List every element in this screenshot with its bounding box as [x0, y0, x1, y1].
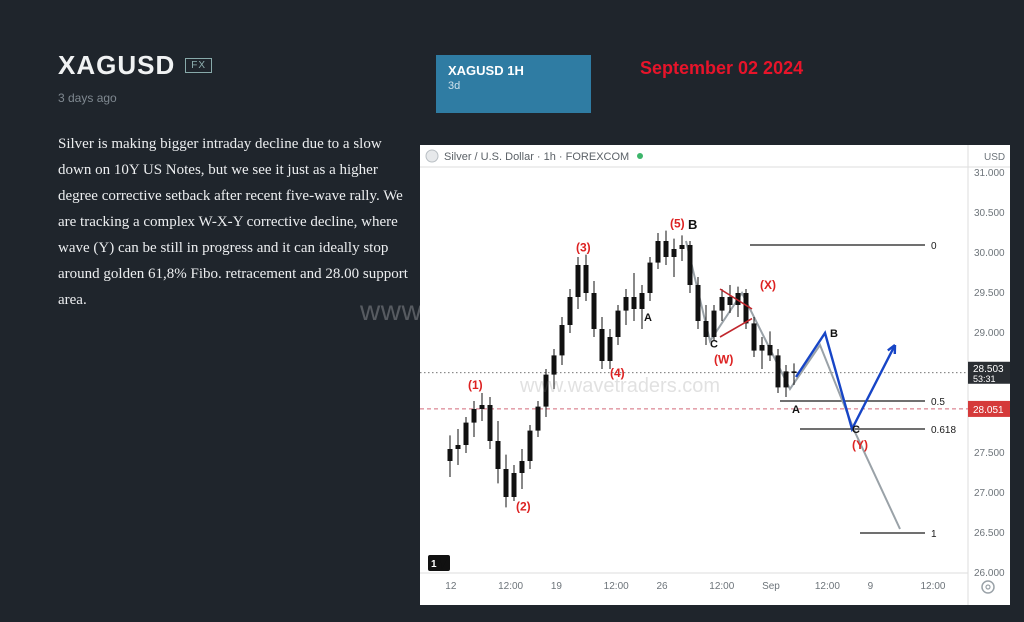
svg-text:27.500: 27.500: [974, 448, 1005, 459]
date-stamp: September 02 2024: [640, 58, 803, 79]
svg-text:0: 0: [931, 241, 937, 252]
svg-text:0.618: 0.618: [931, 425, 956, 436]
svg-text:1: 1: [431, 559, 437, 570]
svg-text:19: 19: [551, 581, 563, 592]
analysis-text: Silver is making bigger intraday decline…: [58, 131, 408, 313]
svg-text:0.5: 0.5: [931, 397, 945, 408]
chart-tab-title: XAGUSD 1H: [448, 63, 579, 78]
svg-text:12:00: 12:00: [920, 581, 945, 592]
svg-text:29.500: 29.500: [974, 288, 1005, 299]
chart-container[interactable]: Silver / U.S. Dollar · 1h · FOREXCOM USD 2…: [420, 145, 1010, 605]
svg-text:(3): (3): [576, 240, 591, 254]
svg-text:26.500: 26.500: [974, 528, 1005, 539]
svg-text:(1): (1): [468, 378, 483, 392]
svg-text:31.000: 31.000: [974, 168, 1005, 179]
svg-text:(5): (5): [670, 216, 685, 230]
svg-text:26: 26: [656, 581, 668, 592]
svg-text:30.500: 30.500: [974, 208, 1005, 219]
svg-text:B: B: [830, 328, 838, 340]
svg-text:1: 1: [931, 529, 937, 540]
svg-text:30.000: 30.000: [974, 248, 1005, 259]
svg-text:USD: USD: [984, 152, 1005, 163]
svg-text:12:00: 12:00: [815, 581, 840, 592]
svg-text:9: 9: [868, 581, 874, 592]
svg-text:(4): (4): [610, 366, 625, 380]
svg-text:12:00: 12:00: [604, 581, 629, 592]
svg-text:26.000: 26.000: [974, 568, 1005, 579]
analysis-panel: XAGUSD FX 3 days ago Silver is making bi…: [58, 50, 408, 313]
svg-text:12: 12: [445, 581, 457, 592]
svg-text:Sep: Sep: [762, 581, 780, 592]
svg-text:(Y): (Y): [852, 438, 868, 452]
svg-text:C: C: [852, 424, 860, 436]
post-age: 3 days ago: [58, 91, 408, 105]
svg-text:(W): (W): [714, 352, 733, 366]
svg-text:(2): (2): [516, 500, 531, 514]
svg-text:Silver / U.S. Dollar · 1h · FO: Silver / U.S. Dollar · 1h · FOREXCOM: [444, 151, 629, 163]
svg-text:B: B: [688, 217, 697, 232]
svg-text:53:31: 53:31: [973, 374, 996, 384]
svg-text:A: A: [644, 312, 652, 324]
svg-text:12:00: 12:00: [498, 581, 523, 592]
svg-text:A: A: [792, 404, 800, 416]
chart-tab-sub: 3d: [448, 80, 579, 92]
asset-class-badge: FX: [185, 58, 212, 73]
svg-text:28.051: 28.051: [973, 405, 1004, 416]
svg-text:C: C: [710, 338, 718, 350]
svg-text:27.000: 27.000: [974, 488, 1005, 499]
symbol-title: XAGUSD: [58, 50, 175, 81]
chart-tab-card[interactable]: XAGUSD 1H 3d: [436, 55, 591, 113]
svg-text:29.000: 29.000: [974, 328, 1005, 339]
svg-text:12:00: 12:00: [709, 581, 734, 592]
svg-text:(X): (X): [760, 278, 776, 292]
